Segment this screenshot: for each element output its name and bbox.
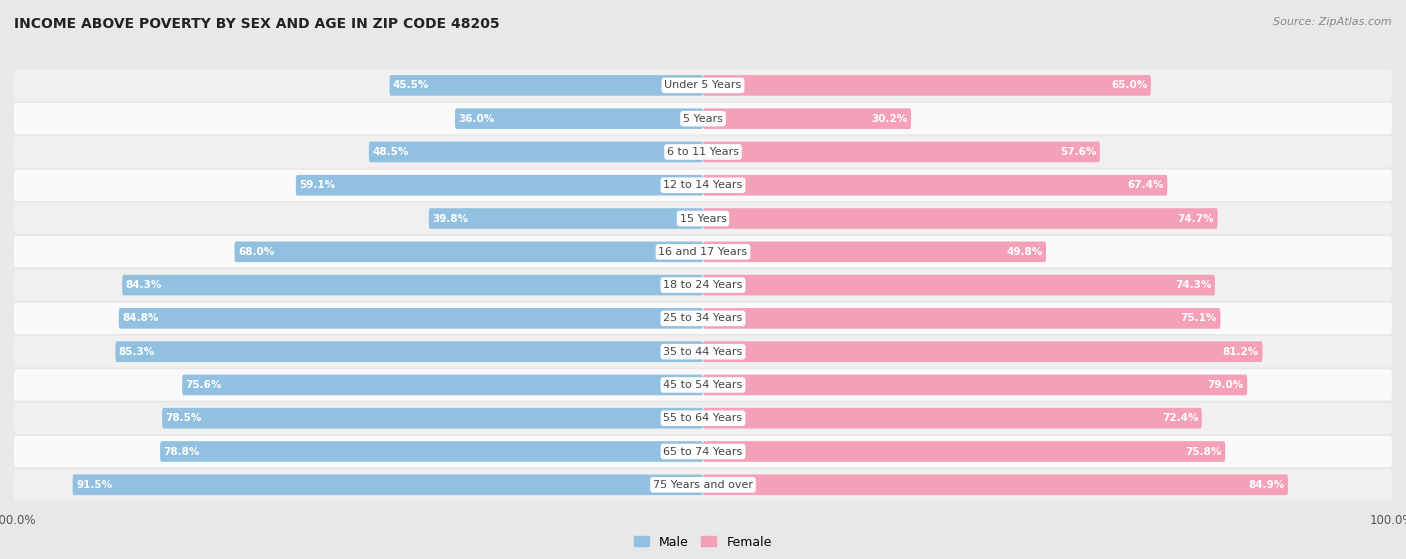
Text: 55 to 64 Years: 55 to 64 Years xyxy=(664,413,742,423)
FancyBboxPatch shape xyxy=(122,275,703,295)
FancyBboxPatch shape xyxy=(703,475,1288,495)
Text: 6 to 11 Years: 6 to 11 Years xyxy=(666,147,740,157)
Text: 48.5%: 48.5% xyxy=(373,147,409,157)
FancyBboxPatch shape xyxy=(295,175,703,196)
FancyBboxPatch shape xyxy=(14,103,1392,134)
FancyBboxPatch shape xyxy=(14,236,1392,267)
Text: 25 to 34 Years: 25 to 34 Years xyxy=(664,314,742,323)
FancyBboxPatch shape xyxy=(14,469,1392,500)
FancyBboxPatch shape xyxy=(14,369,1392,401)
FancyBboxPatch shape xyxy=(162,408,703,429)
Text: 45 to 54 Years: 45 to 54 Years xyxy=(664,380,742,390)
Text: 78.8%: 78.8% xyxy=(163,447,200,457)
Text: 16 and 17 Years: 16 and 17 Years xyxy=(658,247,748,257)
Text: 67.4%: 67.4% xyxy=(1128,180,1164,190)
FancyBboxPatch shape xyxy=(703,375,1247,395)
Text: 75 Years and over: 75 Years and over xyxy=(652,480,754,490)
FancyBboxPatch shape xyxy=(118,308,703,329)
Text: 74.7%: 74.7% xyxy=(1178,214,1215,224)
Text: 12 to 14 Years: 12 to 14 Years xyxy=(664,180,742,190)
Text: 30.2%: 30.2% xyxy=(872,113,908,124)
FancyBboxPatch shape xyxy=(703,342,1263,362)
FancyBboxPatch shape xyxy=(703,441,1225,462)
FancyBboxPatch shape xyxy=(368,141,703,162)
Text: 91.5%: 91.5% xyxy=(76,480,112,490)
FancyBboxPatch shape xyxy=(703,141,1099,162)
FancyBboxPatch shape xyxy=(14,169,1392,201)
Text: 5 Years: 5 Years xyxy=(683,113,723,124)
FancyBboxPatch shape xyxy=(73,475,703,495)
FancyBboxPatch shape xyxy=(115,342,703,362)
Text: 35 to 44 Years: 35 to 44 Years xyxy=(664,347,742,357)
Text: 36.0%: 36.0% xyxy=(458,113,495,124)
FancyBboxPatch shape xyxy=(14,436,1392,467)
FancyBboxPatch shape xyxy=(703,408,1202,429)
FancyBboxPatch shape xyxy=(703,75,1152,96)
FancyBboxPatch shape xyxy=(703,241,1046,262)
FancyBboxPatch shape xyxy=(703,108,911,129)
FancyBboxPatch shape xyxy=(14,336,1392,367)
FancyBboxPatch shape xyxy=(14,402,1392,434)
FancyBboxPatch shape xyxy=(703,308,1220,329)
Text: 84.9%: 84.9% xyxy=(1249,480,1285,490)
Text: 59.1%: 59.1% xyxy=(299,180,336,190)
Text: 15 Years: 15 Years xyxy=(679,214,727,224)
Text: INCOME ABOVE POVERTY BY SEX AND AGE IN ZIP CODE 48205: INCOME ABOVE POVERTY BY SEX AND AGE IN Z… xyxy=(14,17,499,31)
Text: 72.4%: 72.4% xyxy=(1161,413,1198,423)
FancyBboxPatch shape xyxy=(183,375,703,395)
FancyBboxPatch shape xyxy=(14,269,1392,301)
Text: 74.3%: 74.3% xyxy=(1175,280,1212,290)
FancyBboxPatch shape xyxy=(429,208,703,229)
Legend: Male, Female: Male, Female xyxy=(630,530,776,553)
Text: 57.6%: 57.6% xyxy=(1060,147,1097,157)
Text: 85.3%: 85.3% xyxy=(118,347,155,357)
Text: 81.2%: 81.2% xyxy=(1223,347,1258,357)
FancyBboxPatch shape xyxy=(14,136,1392,168)
Text: Source: ZipAtlas.com: Source: ZipAtlas.com xyxy=(1274,17,1392,27)
Text: 75.1%: 75.1% xyxy=(1181,314,1218,323)
Text: 45.5%: 45.5% xyxy=(392,80,429,91)
FancyBboxPatch shape xyxy=(14,303,1392,334)
Text: 65 to 74 Years: 65 to 74 Years xyxy=(664,447,742,457)
FancyBboxPatch shape xyxy=(14,70,1392,101)
Text: 39.8%: 39.8% xyxy=(432,214,468,224)
Text: 18 to 24 Years: 18 to 24 Years xyxy=(664,280,742,290)
Text: 84.3%: 84.3% xyxy=(125,280,162,290)
FancyBboxPatch shape xyxy=(703,175,1167,196)
Text: 84.8%: 84.8% xyxy=(122,314,159,323)
FancyBboxPatch shape xyxy=(703,208,1218,229)
Text: 75.6%: 75.6% xyxy=(186,380,222,390)
FancyBboxPatch shape xyxy=(160,441,703,462)
FancyBboxPatch shape xyxy=(456,108,703,129)
Text: 68.0%: 68.0% xyxy=(238,247,274,257)
Text: Under 5 Years: Under 5 Years xyxy=(665,80,741,91)
Text: 75.8%: 75.8% xyxy=(1185,447,1222,457)
FancyBboxPatch shape xyxy=(703,275,1215,295)
FancyBboxPatch shape xyxy=(14,203,1392,234)
Text: 78.5%: 78.5% xyxy=(166,413,202,423)
Text: 49.8%: 49.8% xyxy=(1007,247,1043,257)
FancyBboxPatch shape xyxy=(389,75,703,96)
Text: 65.0%: 65.0% xyxy=(1111,80,1147,91)
FancyBboxPatch shape xyxy=(235,241,703,262)
Text: 79.0%: 79.0% xyxy=(1208,380,1244,390)
